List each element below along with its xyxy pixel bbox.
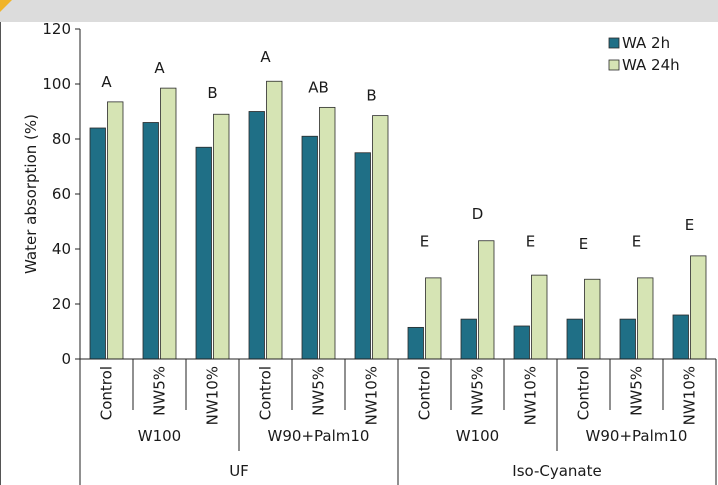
legend-swatch xyxy=(608,59,620,71)
significance-label: E xyxy=(526,232,535,250)
bar xyxy=(89,127,106,360)
bar xyxy=(107,101,124,360)
bar xyxy=(513,325,530,360)
significance-label: E xyxy=(579,235,588,253)
category-label: Control xyxy=(257,366,275,420)
bar xyxy=(248,111,265,360)
y-tick-label: 100 xyxy=(42,75,71,93)
legend-label: WA 24h xyxy=(622,56,680,74)
group-label: W90+Palm10 xyxy=(586,427,688,445)
bar xyxy=(425,277,442,360)
category-label: Control xyxy=(416,366,434,420)
group-label: W90+Palm10 xyxy=(268,427,370,445)
bar xyxy=(690,255,707,360)
corner-accent xyxy=(0,0,12,12)
bar xyxy=(142,122,159,360)
category-label: NW10% xyxy=(522,366,540,425)
supergroup-label: Iso-Cyanate xyxy=(512,462,601,480)
category-label: Control xyxy=(575,366,593,420)
bar xyxy=(460,318,477,360)
bar xyxy=(531,274,548,360)
significance-label: D xyxy=(472,205,484,223)
group-label: W100 xyxy=(138,427,181,445)
y-tick-label: 40 xyxy=(52,240,71,258)
bar xyxy=(213,113,230,360)
header-strip xyxy=(0,0,718,22)
significance-label: A xyxy=(101,73,112,91)
y-tick-label: 80 xyxy=(52,130,71,148)
y-axis-label: Water absorption (%) xyxy=(22,114,40,274)
category-label: NW10% xyxy=(204,366,222,425)
supergroup-label: UF xyxy=(229,462,249,480)
y-tick-label: 120 xyxy=(42,20,71,38)
legend-swatch xyxy=(608,37,620,49)
bar xyxy=(301,135,318,360)
y-tick-label: 0 xyxy=(61,350,71,368)
bar xyxy=(372,115,389,360)
category-label: NW5% xyxy=(310,366,328,416)
category-label: NW5% xyxy=(469,366,487,416)
bar xyxy=(319,106,336,360)
bar xyxy=(619,318,636,360)
bar xyxy=(672,314,689,360)
bar xyxy=(266,80,283,360)
category-label: NW10% xyxy=(363,366,381,425)
y-tick-label: 20 xyxy=(52,295,71,313)
bar xyxy=(478,240,495,360)
significance-label: A xyxy=(260,48,271,66)
category-label: NW5% xyxy=(628,366,646,416)
significance-label: AB xyxy=(308,78,329,96)
category-label: NW10% xyxy=(681,366,699,425)
significance-label: E xyxy=(632,232,641,250)
bar xyxy=(584,278,601,360)
category-label: NW5% xyxy=(151,366,169,416)
significance-label: E xyxy=(420,232,429,250)
y-tick-label: 60 xyxy=(52,185,71,203)
category-label: Control xyxy=(98,366,116,420)
significance-label: A xyxy=(154,59,165,77)
bar xyxy=(566,318,583,360)
bar xyxy=(407,326,424,360)
legend-label: WA 2h xyxy=(622,34,670,52)
bar xyxy=(354,152,371,360)
group-label: W100 xyxy=(456,427,499,445)
bar xyxy=(637,277,654,360)
significance-label: B xyxy=(366,87,376,105)
bar xyxy=(160,87,177,360)
bar xyxy=(195,146,212,360)
significance-label: B xyxy=(207,84,217,102)
significance-label: E xyxy=(685,216,694,234)
